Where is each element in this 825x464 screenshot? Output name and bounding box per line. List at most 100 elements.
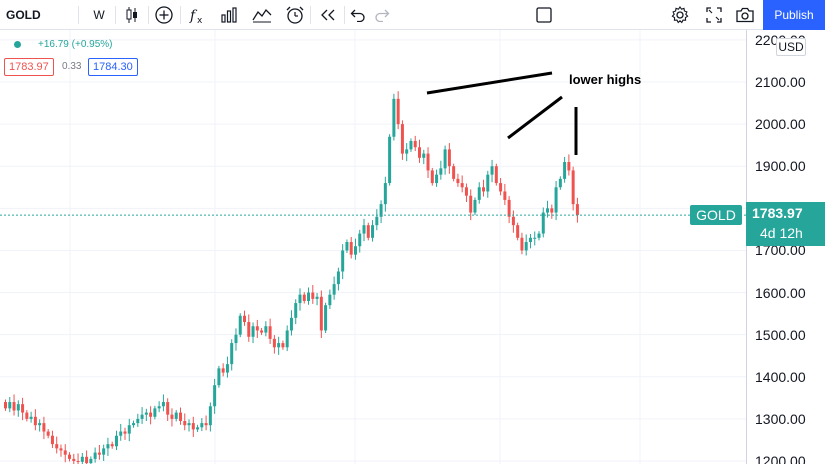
candle-body [277,343,281,348]
currency-badge[interactable]: USD [776,38,806,56]
candle-body [268,326,272,339]
candle-body [76,461,80,462]
candle-body [324,305,328,331]
candle-body [289,317,293,331]
candle-body [511,216,515,226]
candle-body [238,315,242,335]
candle-body [371,225,375,238]
candle-body [281,343,285,348]
symbol-search-button[interactable]: GOLD [6,8,41,22]
candle-body [42,423,46,432]
candle-body [260,330,264,333]
fullscreen-square-icon[interactable] [532,0,556,30]
candle-body [72,458,76,461]
price-tick-label: 1400.00 [755,368,806,385]
candle-body [379,204,383,217]
candle-body [264,326,268,333]
candle-body [546,208,550,213]
toolbar-divider [148,6,149,24]
price-tick-label: 1300.00 [755,410,806,427]
candle-body [221,368,225,373]
price-axis[interactable]: 2200.002100.002000.001900.001800.001700.… [746,30,825,464]
alarm-clock-icon[interactable] [283,0,307,30]
candle-body [396,98,400,125]
candle-body [50,435,54,445]
candle-body [294,303,298,318]
bar-chart-icon[interactable] [217,0,241,30]
candle-body [439,168,443,175]
expand-icon[interactable] [702,0,726,30]
candle-body [490,166,494,175]
candle-body [426,153,430,171]
price-tick-label: 1200.00 [755,453,806,464]
candle-body [272,338,276,348]
candle-body [375,216,379,226]
price-chart[interactable] [0,30,746,464]
last-price-value: 1783.97 [752,205,803,221]
candle-body [353,246,357,255]
candle-body [191,423,195,430]
settings-gear-icon[interactable] [668,0,692,30]
candle-body [46,431,50,436]
candle-body [174,412,178,419]
sell-price-box[interactable]: 1783.97 [4,58,54,76]
candle-body [550,208,554,213]
candle-body [358,233,362,247]
candle-body [225,364,229,373]
candle-body [328,294,332,306]
bar-countdown: 4d 12h [760,225,803,241]
candle-body [106,444,110,449]
candle-body [25,412,29,419]
price-tick-label: 1600.00 [755,284,806,301]
chart-pane[interactable] [0,30,746,464]
line-templates-icon[interactable] [250,0,274,30]
trendline-annotation [426,71,553,95]
toolbar-divider [310,6,311,24]
buy-price-box[interactable]: 1784.30 [88,58,138,76]
candle-body [166,402,170,415]
candle-body [97,452,101,455]
candle-body [29,416,33,419]
candle-body [486,174,490,192]
toolbar-divider [344,6,345,24]
candle-body [243,315,247,323]
candle-body [127,425,131,434]
camera-icon[interactable] [733,0,757,30]
candle-body [520,237,524,251]
candle-body [38,423,42,426]
candle-body [196,427,200,430]
candle-body [345,242,349,251]
annotation-label: lower highs [569,72,642,87]
candle-body [119,431,123,436]
candle-body [405,149,409,154]
candle-body [208,406,212,426]
candle-body [285,330,289,348]
replay-icon[interactable] [316,0,340,30]
market-status-dot [14,41,21,48]
publish-button[interactable]: Publish [763,0,825,30]
candle-body [16,404,20,411]
interval-button[interactable]: W [93,8,105,22]
price-tick-label: 2100.00 [755,74,806,90]
trendline-annotation [507,95,563,140]
toolbar-divider [180,6,181,24]
candle-body [430,170,434,184]
candle-body [178,412,182,421]
price-change-label: +16.79 (+0.95%) [38,39,113,50]
candle-body [80,456,84,462]
candle-body [567,162,571,171]
candle-body [558,178,562,188]
price-tick-label: 1900.00 [755,158,806,175]
candle-body [302,294,306,301]
add-indicator-icon[interactable] [152,0,176,30]
price-tick-label: 1500.00 [755,326,806,343]
undo-icon[interactable] [346,0,370,30]
candle-body [362,225,366,234]
candles-icon[interactable] [120,0,144,30]
candle-body [537,233,541,238]
symbol-price-tag: GOLD [690,205,742,225]
redo-icon[interactable] [370,0,394,30]
toolbar-divider [115,6,116,24]
